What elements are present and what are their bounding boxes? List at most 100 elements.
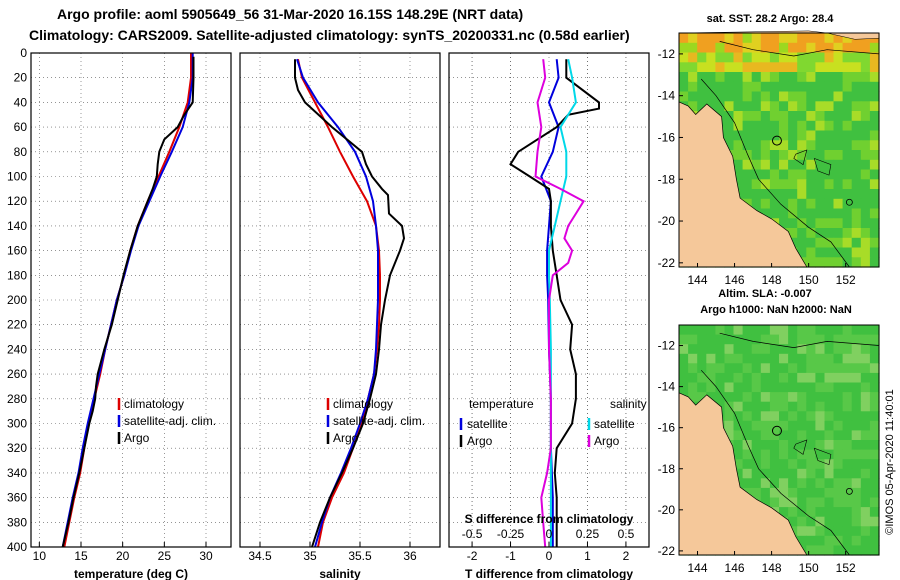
map-cell — [788, 52, 798, 63]
map-cell — [760, 440, 771, 451]
map-cell — [815, 169, 826, 180]
x-tick-label: 1 — [584, 549, 591, 563]
panel-3 — [448, 52, 650, 548]
map-cell — [824, 218, 835, 229]
map-cell — [860, 111, 871, 122]
map-cell — [751, 198, 762, 210]
map-cell — [860, 430, 871, 441]
map-cell — [733, 449, 744, 460]
map-cell — [760, 72, 771, 83]
map-cell — [869, 487, 880, 499]
map-cell — [679, 372, 689, 384]
map-cell — [733, 101, 744, 112]
map-cell — [769, 52, 780, 63]
map-cell — [733, 353, 744, 364]
argo-location-marker — [771, 135, 782, 146]
map-cell — [769, 363, 780, 374]
x-tick-label: 35 — [303, 549, 317, 563]
map-cell — [860, 478, 871, 489]
map-cell — [733, 140, 744, 151]
map-cell — [751, 440, 762, 451]
depth-contour — [700, 78, 850, 268]
map-cell — [788, 430, 798, 441]
map-cell — [742, 130, 753, 141]
map-cell — [760, 487, 771, 499]
map-cell — [788, 33, 798, 44]
map-cell — [742, 120, 753, 132]
map-cell — [779, 198, 789, 210]
map-cell — [779, 507, 789, 518]
map-cell — [869, 430, 880, 441]
map-cell — [724, 62, 735, 73]
map-cell — [733, 33, 744, 44]
map-cell — [833, 507, 844, 518]
top-x-tick-label: -0.5 — [462, 527, 483, 541]
map-cell — [851, 72, 862, 83]
map-cell — [842, 516, 853, 527]
map-cell — [769, 382, 780, 393]
map-cell — [806, 478, 816, 489]
map-cell — [760, 411, 771, 422]
map-cell — [833, 487, 844, 499]
map-cell — [815, 120, 826, 132]
map-cell — [869, 228, 880, 239]
map-cell — [842, 62, 853, 73]
map-cell — [724, 372, 735, 384]
map-cell — [733, 372, 744, 384]
map-cell — [751, 392, 762, 403]
map-cell — [806, 382, 816, 393]
map-cell — [797, 411, 807, 422]
x-tick-label: 30 — [199, 549, 213, 563]
reef-outline — [793, 149, 808, 166]
map-cell — [824, 420, 835, 431]
map-cell — [860, 208, 871, 219]
map-cell — [751, 344, 762, 355]
map-cell — [824, 392, 835, 403]
map-cell — [860, 372, 871, 384]
x-tick-label: 34.5 — [248, 549, 272, 563]
map-cell — [797, 140, 807, 151]
map-cell — [706, 33, 716, 44]
map-cell — [860, 257, 871, 268]
map-cell — [769, 150, 780, 161]
map-cell — [697, 33, 707, 44]
map-cell — [833, 382, 844, 393]
map-cell — [833, 392, 844, 403]
map-cell — [842, 372, 853, 384]
map-cell — [842, 150, 853, 161]
map-cell — [697, 101, 707, 112]
map-cell — [869, 411, 880, 422]
depth-contour — [719, 41, 880, 57]
map-cell — [760, 497, 771, 508]
map-frame — [678, 32, 880, 268]
map-cell — [742, 52, 753, 63]
map-cell — [769, 42, 780, 54]
map-cell — [788, 198, 798, 210]
map-cell — [860, 179, 871, 190]
map-cell — [806, 52, 816, 63]
map-cell — [697, 325, 707, 336]
map-cell — [779, 150, 789, 161]
map-cell — [733, 150, 744, 161]
map-cell — [860, 52, 871, 63]
x-axis-label: temperature (deg C) — [74, 567, 188, 580]
map-cell — [697, 42, 707, 54]
map-cell — [688, 91, 698, 102]
map-cell — [688, 81, 698, 93]
map-cell — [824, 189, 835, 200]
plot-frame — [239, 52, 441, 548]
map-cell — [815, 111, 826, 122]
map-cell — [833, 52, 844, 63]
map-cell — [833, 247, 844, 258]
map-cell — [688, 334, 698, 345]
map-cell — [833, 169, 844, 180]
map-cell — [742, 325, 753, 336]
map-cell — [779, 62, 789, 73]
map-cell — [860, 72, 871, 83]
map-cell — [815, 401, 826, 412]
map-cell — [869, 150, 880, 161]
map-cell — [733, 401, 744, 412]
map-cell — [842, 237, 853, 249]
map-cell — [842, 478, 853, 489]
map-cell — [833, 430, 844, 441]
